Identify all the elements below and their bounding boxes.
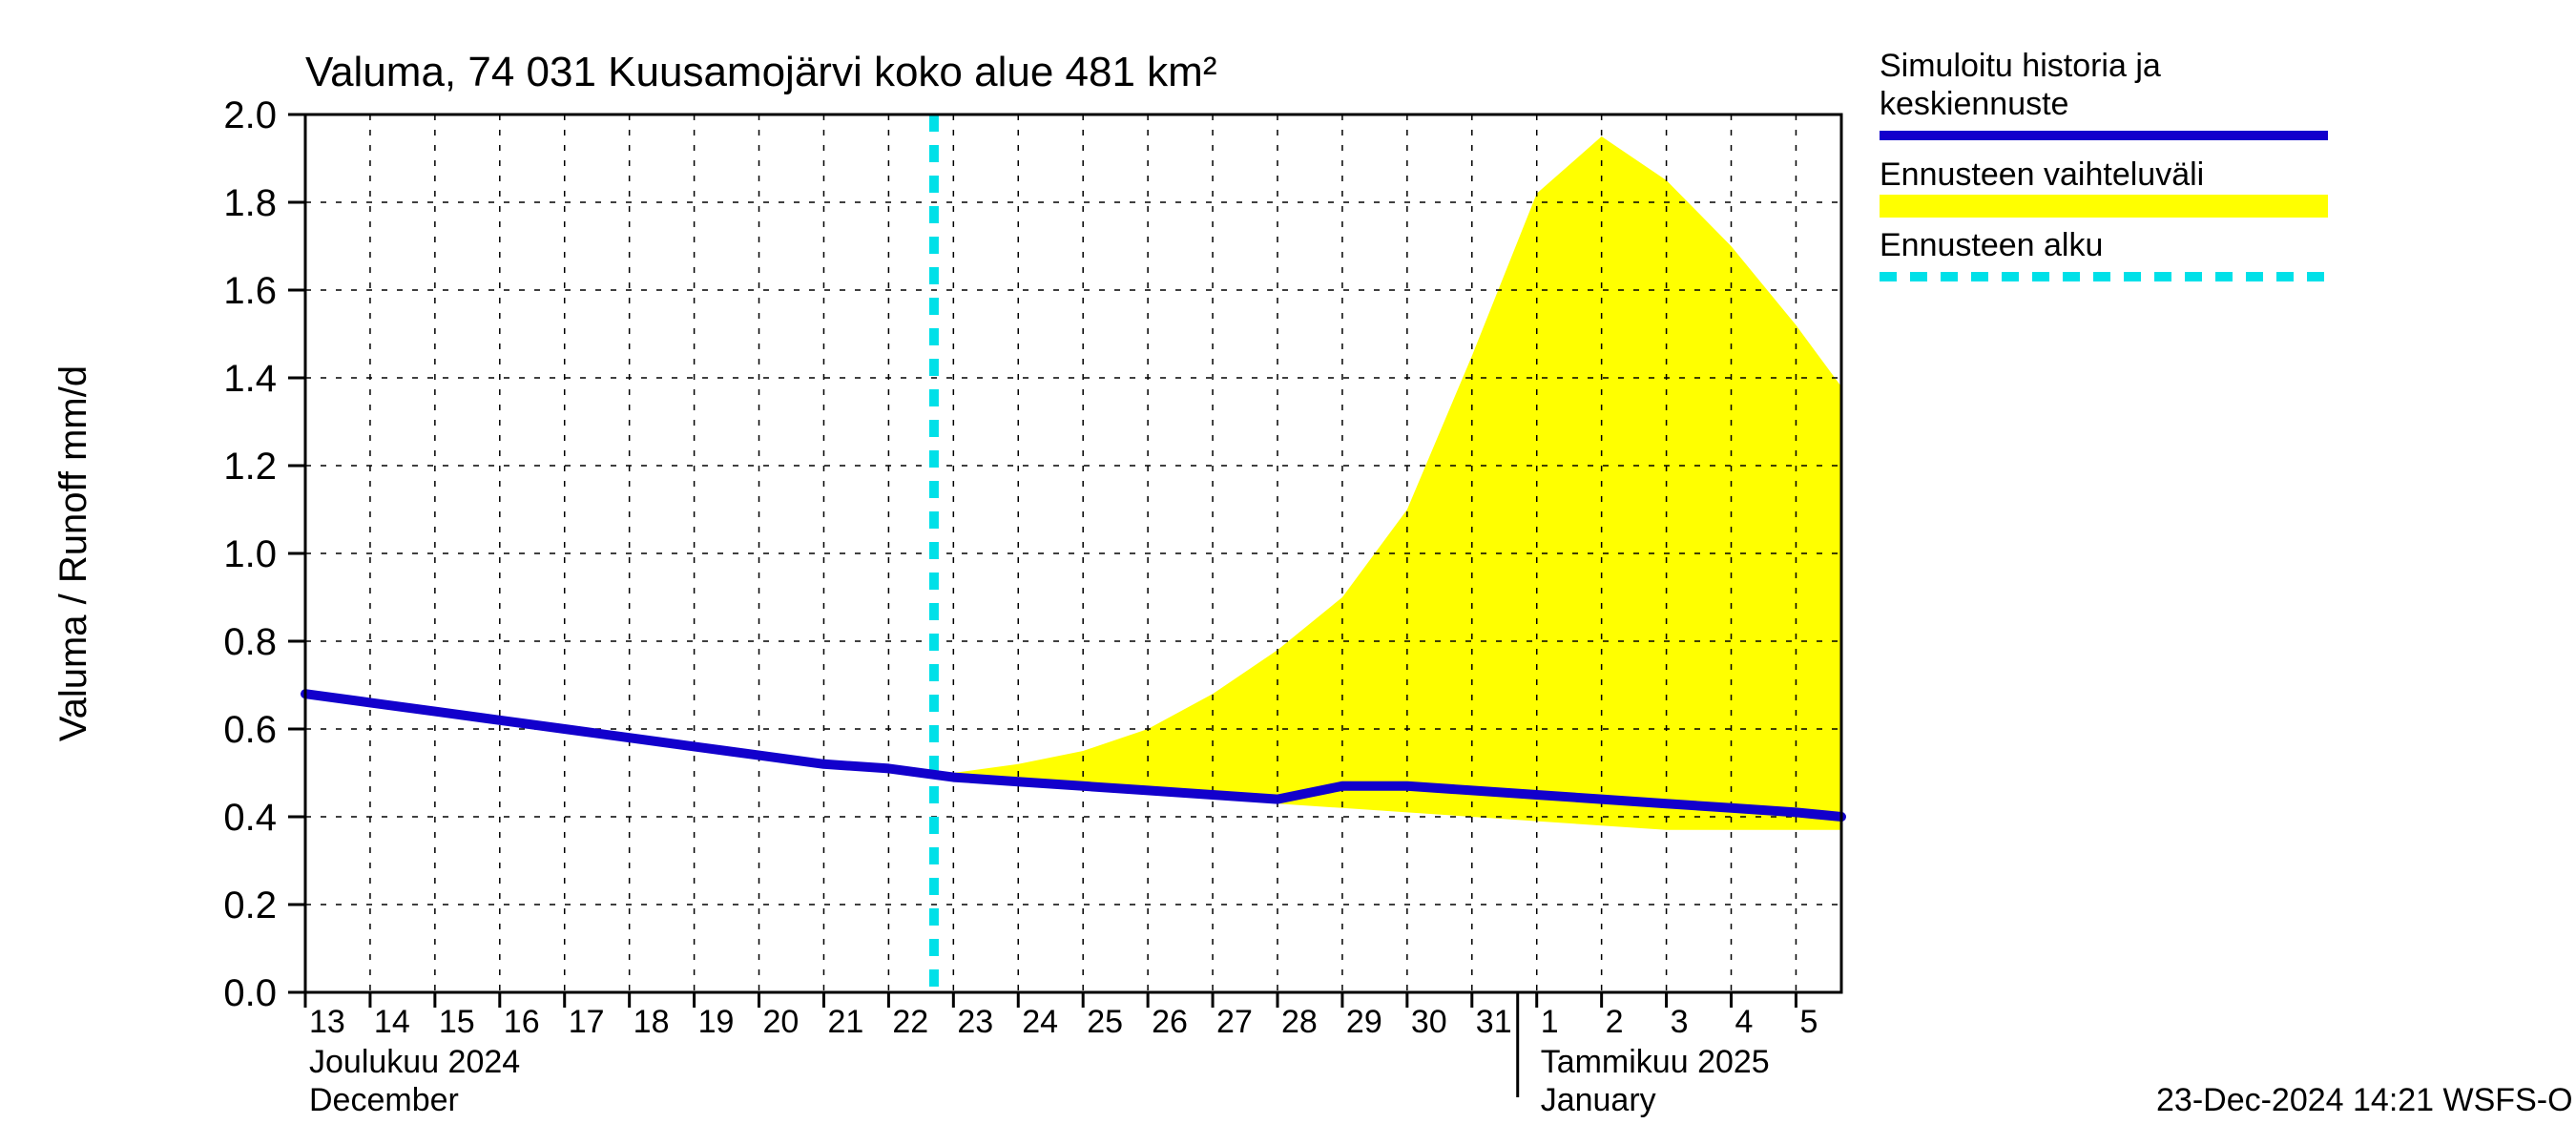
month-label: December bbox=[309, 1082, 459, 1118]
xtick-label: 18 bbox=[634, 1004, 670, 1040]
month-label: Tammikuu 2025 bbox=[1541, 1044, 1770, 1080]
runoff-chart: 0.00.20.40.60.81.01.21.41.61.82.01314151… bbox=[0, 0, 2576, 1145]
ytick-label: 0.4 bbox=[223, 797, 277, 839]
xtick-label: 22 bbox=[892, 1004, 928, 1040]
legend-label: Ennusteen vaihteluväli bbox=[1880, 156, 2204, 193]
xtick-label: 2 bbox=[1606, 1004, 1624, 1040]
xtick-label: 3 bbox=[1671, 1004, 1689, 1040]
xtick-label: 28 bbox=[1281, 1004, 1318, 1040]
xtick-label: 26 bbox=[1152, 1004, 1188, 1040]
month-label: January bbox=[1541, 1082, 1656, 1118]
xtick-label: 31 bbox=[1476, 1004, 1512, 1040]
ytick-label: 1.6 bbox=[223, 270, 277, 312]
ytick-label: 1.0 bbox=[223, 533, 277, 575]
y-axis-label: Valuma / Runoff mm/d bbox=[52, 365, 94, 741]
ytick-label: 0.6 bbox=[223, 709, 277, 751]
xtick-label: 21 bbox=[827, 1004, 863, 1040]
ytick-label: 2.0 bbox=[223, 94, 277, 136]
month-label: Joulukuu 2024 bbox=[309, 1044, 520, 1080]
xtick-label: 1 bbox=[1541, 1004, 1559, 1040]
ytick-label: 0.8 bbox=[223, 621, 277, 663]
xtick-label: 25 bbox=[1087, 1004, 1123, 1040]
legend-label: keskiennuste bbox=[1880, 86, 2068, 122]
legend-label: Ennusteen alku bbox=[1880, 227, 2103, 263]
footer-timestamp: 23-Dec-2024 14:21 WSFS-O bbox=[2156, 1082, 2573, 1118]
xtick-label: 5 bbox=[1799, 1004, 1818, 1040]
xtick-label: 30 bbox=[1411, 1004, 1447, 1040]
ytick-label: 1.4 bbox=[223, 358, 277, 400]
xtick-label: 20 bbox=[763, 1004, 800, 1040]
ytick-label: 1.8 bbox=[223, 182, 277, 224]
xtick-label: 24 bbox=[1022, 1004, 1058, 1040]
forecast-band bbox=[934, 136, 1841, 830]
xtick-label: 29 bbox=[1346, 1004, 1382, 1040]
legend-swatch bbox=[1880, 195, 2328, 218]
ytick-label: 0.0 bbox=[223, 972, 277, 1014]
ytick-label: 1.2 bbox=[223, 446, 277, 488]
xtick-label: 13 bbox=[309, 1004, 345, 1040]
chart-title: Valuma, 74 031 Kuusamojärvi koko alue 48… bbox=[305, 49, 1216, 95]
xtick-label: 17 bbox=[569, 1004, 605, 1040]
chart-svg: 0.00.20.40.60.81.01.21.41.61.82.01314151… bbox=[0, 0, 2576, 1145]
xtick-label: 4 bbox=[1735, 1004, 1754, 1040]
xtick-label: 14 bbox=[374, 1004, 410, 1040]
xtick-label: 23 bbox=[957, 1004, 993, 1040]
xtick-label: 15 bbox=[439, 1004, 475, 1040]
xtick-label: 19 bbox=[698, 1004, 735, 1040]
ytick-label: 0.2 bbox=[223, 885, 277, 926]
xtick-label: 27 bbox=[1216, 1004, 1253, 1040]
legend-label: Simuloitu historia ja bbox=[1880, 48, 2161, 84]
xtick-label: 16 bbox=[504, 1004, 540, 1040]
